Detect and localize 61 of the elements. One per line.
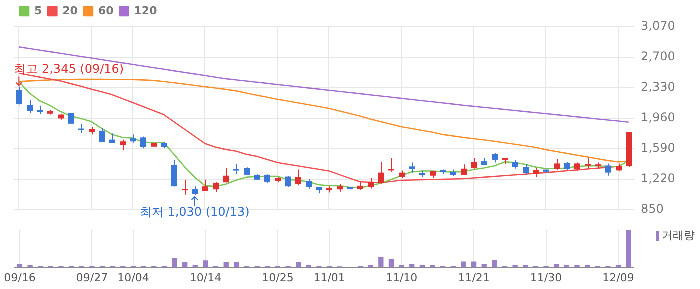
y-tick-label: 2,330 [641,80,676,94]
y-tick-label: 3,070 [641,19,676,34]
annotation: 최저 1,030 (10/13) [140,205,250,220]
legend-label: 거래량 [662,228,695,242]
candlestick [524,164,530,176]
candlestick [472,158,478,170]
x-tick-label: 10/14 [190,271,222,284]
candlestick [378,162,384,184]
candlestick [100,128,106,143]
candlestick [234,164,240,175]
candlestick [16,86,22,106]
candlestick [462,164,468,176]
bar [626,230,632,268]
candlestick [306,179,312,190]
bar [182,262,188,268]
candlestick [172,159,178,188]
bar [172,258,178,268]
candlestick [286,176,292,188]
legend-label: 60 [98,4,114,18]
candlestick [214,181,220,193]
x-tick-label: 10/04 [118,271,150,284]
candlestick [410,162,416,174]
candlestick [68,112,74,124]
x-tick-label: 11/30 [530,271,562,284]
x-tick-label: 11/10 [386,271,418,284]
bar [492,260,498,268]
candlestick [586,158,592,170]
y-tick-label: 1,590 [641,140,676,155]
x-tick-label: 11/21 [458,271,490,284]
candlestick [534,168,540,178]
bar [388,259,394,268]
y-tick-label: 2,700 [641,50,676,64]
legend-label: 20 [62,4,78,18]
legend-label: 5 [34,4,42,18]
bar [378,257,384,268]
candlestick [296,169,302,186]
candlestick [388,158,394,172]
candlestick [606,163,612,176]
y-tick-label: 1,960 [641,110,676,125]
x-tick-label: 11/01 [314,271,346,284]
bar [296,262,302,268]
candlestick [554,158,560,171]
x-tick-label: 09/16 [4,271,36,284]
bar [224,262,229,268]
legend-label: 120 [134,4,158,18]
y-tick-label: 1,220 [641,171,676,186]
x-tick-label: 09/27 [76,271,108,284]
bar [234,262,240,268]
candlestick [492,152,498,164]
candlestick [28,100,34,114]
x-tick-label: 12/09 [602,271,634,284]
candlestick [224,168,230,184]
candlestick [140,136,146,150]
y-tick-label: 850 [641,202,664,216]
bar [461,262,466,268]
candlestick [182,180,188,196]
candlestick [368,178,374,190]
annotation: 최고 2,345 (09/16) [14,62,124,76]
candlestick [120,139,126,152]
bar [203,260,208,268]
x-tick-label: 10/25 [262,271,294,284]
